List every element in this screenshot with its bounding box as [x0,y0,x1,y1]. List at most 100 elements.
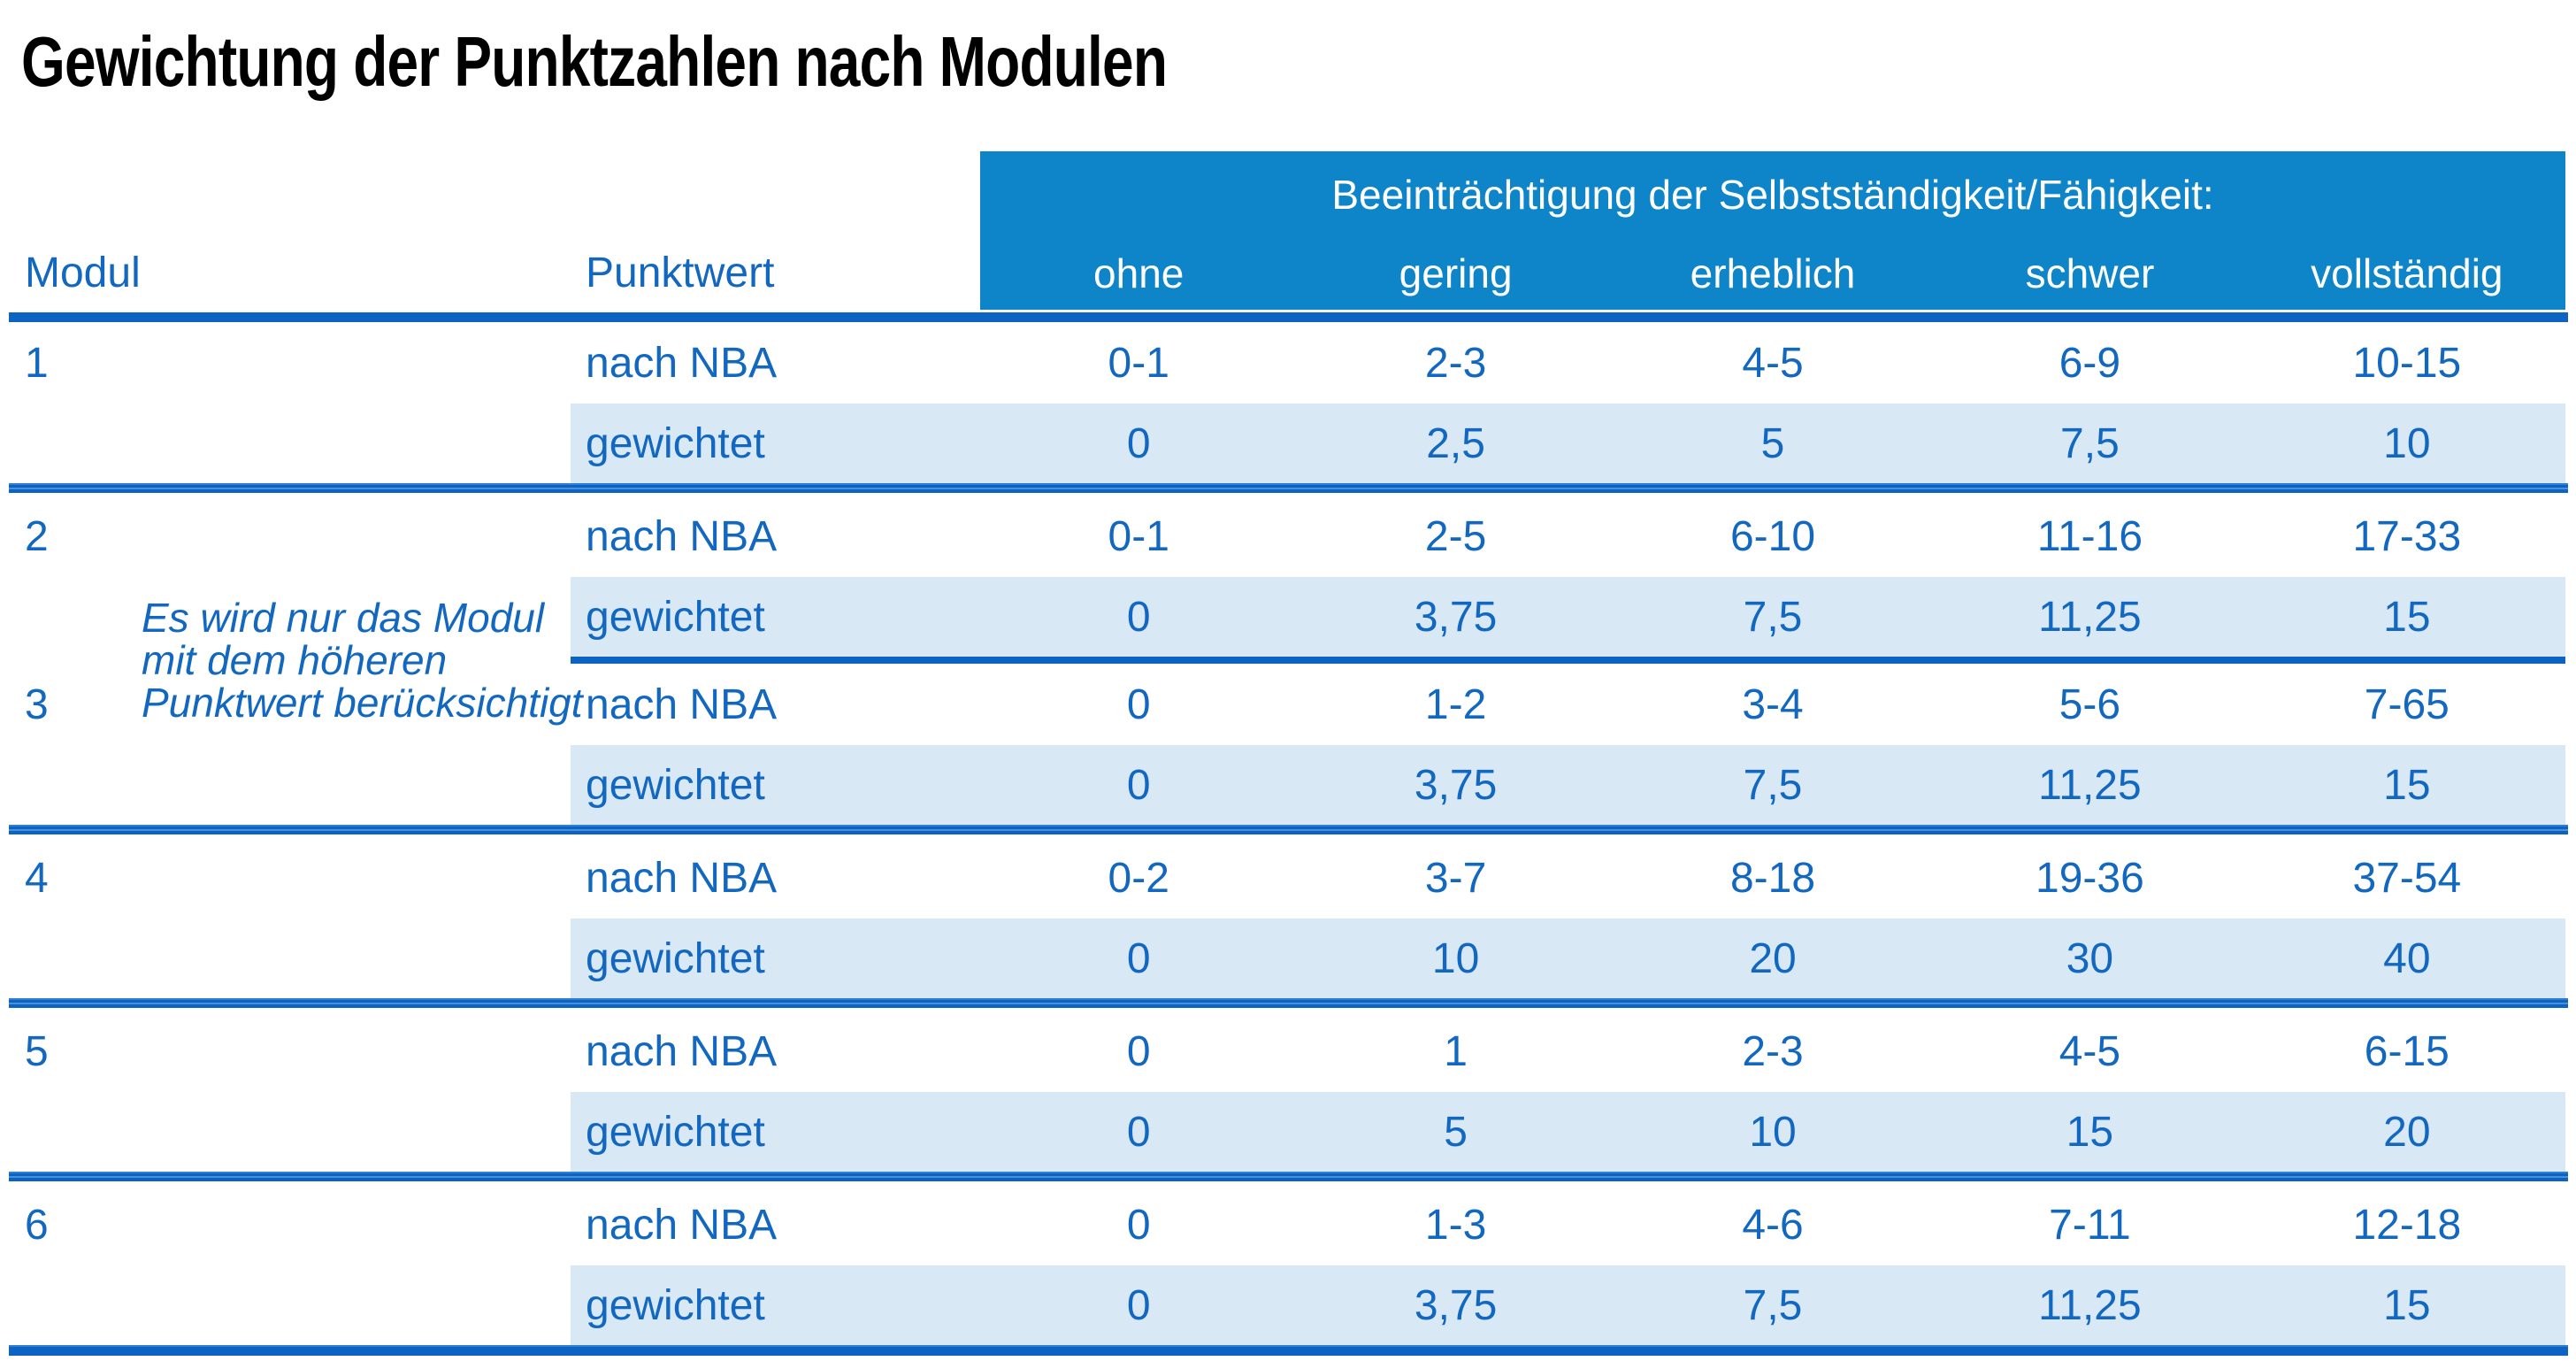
module-4-nba-row: 4 nach NBA 0-2 3-7 8-18 19-36 37-54 [0,837,2576,919]
score-cell: 11,25 [2038,761,2142,809]
module-5-weighted-row: gewichtet 0 5 10 15 20 [0,1092,2576,1172]
score-cell: 0 [1126,680,1151,728]
score-cell: 3-7 [1424,854,1487,902]
score-cell: 11,25 [2038,593,2142,641]
module-3-number-cell: 3 [0,664,571,745]
module-3-weighted-values: 0 3,75 7,5 11,25 15 [980,745,2565,825]
module-2-number-cell: 2 [0,496,571,577]
module-2-weighted-cells: gewichtet 0 3,75 7,5 11,25 15 [571,577,2565,657]
module-4-nba-values: 0-2 3-7 8-18 19-36 37-54 [980,837,2565,919]
score-cell: 19-36 [2036,854,2144,902]
module-5-number-cell: 5 [0,1011,571,1092]
module-6-nba-values: 0 1-3 4-6 7-11 12-18 [980,1184,2565,1265]
score-cell: 15 [2066,1108,2114,1156]
note-line-3: Punktwert berücksichtigt [142,680,583,726]
score-cell: 6-15 [2364,1027,2450,1075]
score-cell: 17-33 [2352,512,2462,560]
score-cell: 0 [1126,1201,1151,1249]
row-label: gewichtet [586,419,765,467]
module-number: 6 [25,1201,49,1249]
score-cell: 7-11 [2049,1201,2131,1249]
module-3-nba-cells: nach NBA 0 1-2 3-4 5-6 7-65 [571,664,2565,745]
note-line-1: Es wird nur das Modul [142,595,545,641]
module-2-nba-values: 0-1 2-5 6-10 11-16 17-33 [980,496,2565,577]
score-cell: 10 [1431,934,1480,982]
module-2-3-note: Es wird nur das Modul mit dem höheren Pu… [142,596,610,724]
score-cell: 1-2 [1424,680,1487,728]
module-6-weighted-values: 0 3,75 7,5 11,25 15 [980,1265,2565,1345]
score-cell: 37-54 [2352,854,2462,902]
module-5-nba-row: 5 nach NBA 0 1 2-3 4-5 6-15 [0,1011,2576,1092]
score-cell: 5 [1760,419,1785,467]
severity-header-erheblich: erheblich [1690,250,1856,296]
score-cell: 0 [1126,934,1151,982]
score-cell: 0-2 [1108,854,1169,902]
score-cell: 10 [2383,419,2431,467]
table-body: 1 nach NBA 0-1 2-3 4-5 6-9 10-15 gewichtet 0 2,5 5… [0,322,2576,1356]
severity-header-row: ohne gering erheblich schwer vollständig [980,250,2565,296]
row-label: nach NBA [586,339,778,387]
module-5-number-cell [0,1092,571,1172]
severity-header-gering: gering [1399,250,1513,296]
module-1-number-cell: 1 [0,322,571,404]
row-label: nach NBA [586,1027,778,1075]
module-1-nba-row: 1 nach NBA 0-1 2-3 4-5 6-9 10-15 [0,322,2576,404]
score-cell: 2-5 [1424,512,1487,560]
module-2-weighted-row: gewichtet 0 3,75 7,5 11,25 15 [0,577,2576,657]
module-1-weighted-row: gewichtet 0 2,5 5 7,5 10 [0,404,2576,483]
module-2-nba-cells: nach NBA 0-1 2-5 6-10 11-16 17-33 [571,496,2565,577]
score-cell: 3,75 [1414,593,1498,641]
score-cell: 12-18 [2352,1201,2462,1249]
module-5-weighted-cells: gewichtet 0 5 10 15 20 [571,1092,2565,1172]
score-cell: 7-65 [2364,680,2450,728]
module-3-weighted-cells: gewichtet 0 3,75 7,5 11,25 15 [571,745,2565,825]
score-cell: 0 [1126,593,1151,641]
score-cell: 2-3 [1742,1027,1804,1075]
module-separator [0,998,2576,1011]
score-cell: 10 [1749,1108,1797,1156]
module-4-number-cell [0,919,571,998]
score-cell: 7,5 [1743,1281,1803,1329]
score-cell: 0 [1126,1027,1151,1075]
module-6-number-cell [0,1265,571,1345]
severity-header-vollstaendig: vollständig [2311,250,2503,296]
score-cell: 2,5 [1426,419,1485,467]
score-cell: 5 [1444,1108,1468,1156]
module-number: 5 [25,1027,49,1075]
partial-separator [571,657,2565,664]
score-cell: 0-1 [1108,512,1169,560]
row-label: gewichtet [586,934,765,982]
score-cell: 2-3 [1424,339,1487,387]
score-cell: 20 [1749,934,1797,982]
module-1-number-cell [0,404,571,483]
module-1-nba-values: 0-1 2-3 4-5 6-9 10-15 [980,322,2565,404]
module-5-nba-values: 0 1 2-3 4-5 6-15 [980,1011,2565,1092]
module-4-weighted-row: gewichtet 0 10 20 30 40 [0,919,2576,998]
score-cell: 6-10 [1729,512,1816,560]
severity-header-ohne: ohne [1093,250,1184,296]
module-6-nba-cells: nach NBA 0 1-3 4-6 7-11 12-18 [571,1184,2565,1265]
row-label: nach NBA [586,854,778,902]
score-cell: 3,75 [1414,761,1498,809]
module-1-weighted-cells: gewichtet 0 2,5 5 7,5 10 [571,404,2565,483]
column-header-modul: Modul [25,250,141,296]
row-label: gewichtet [586,1281,765,1329]
module-separator [0,483,2576,496]
severity-header-schwer: schwer [2025,250,2155,296]
row-label: nach NBA [586,680,778,728]
score-cell: 15 [2383,593,2431,641]
module-1-weighted-values: 0 2,5 5 7,5 10 [980,404,2565,483]
module-3-nba-values: 0 1-2 3-4 5-6 7-65 [980,664,2565,745]
module-separator [0,1172,2576,1184]
score-cell: 15 [2383,1281,2431,1329]
row-label: gewichtet [586,761,765,809]
module-6-weighted-cells: gewichtet 0 3,75 7,5 11,25 15 [571,1265,2565,1345]
module-separator [0,825,2576,837]
note-line-2: mit dem höheren [142,637,448,683]
score-cell: 7,5 [1743,593,1803,641]
module-1-nba-cells: nach NBA 0-1 2-3 4-5 6-9 10-15 [571,322,2565,404]
module-6-number-cell: 6 [0,1184,571,1265]
score-cell: 0 [1126,419,1151,467]
score-cell: 0 [1126,761,1151,809]
